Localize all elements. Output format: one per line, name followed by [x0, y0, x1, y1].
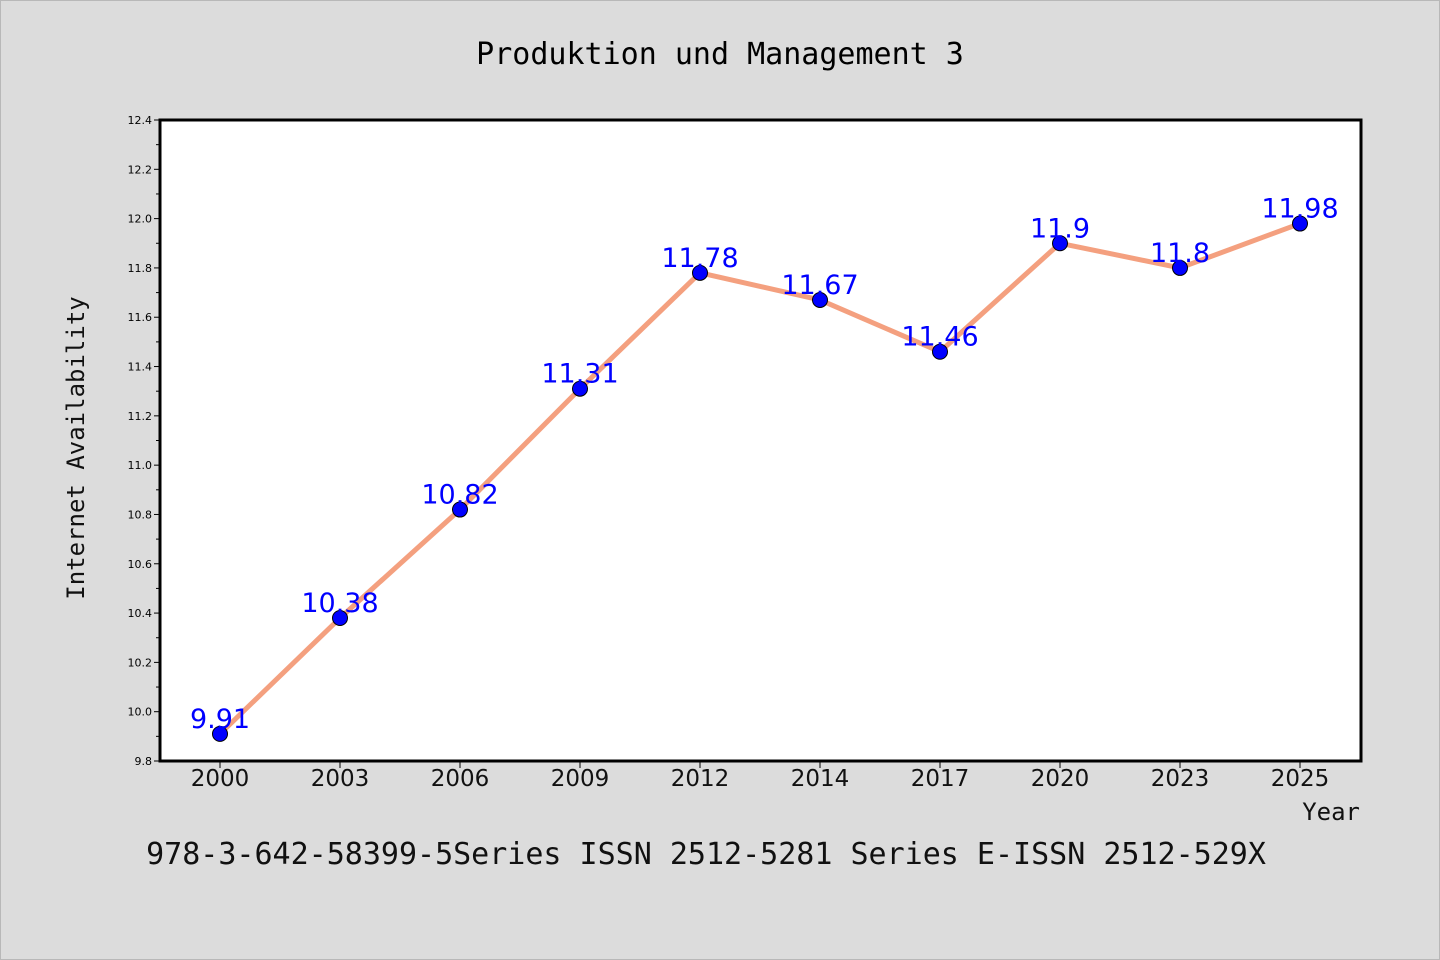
x-tick-label: 2012	[671, 766, 730, 792]
y-tick-label: 11.6	[128, 311, 153, 324]
data-point	[1172, 259, 1188, 276]
data-label: 11.67	[781, 270, 858, 301]
data-point	[452, 501, 468, 518]
x-tick-label: 2020	[1031, 766, 1090, 792]
y-tick-label: 10.0	[128, 706, 153, 719]
y-tick-label: 11.0	[128, 459, 153, 472]
x-tick-label: 2014	[791, 766, 850, 792]
y-axis-title: Internet Availability	[62, 296, 90, 599]
y-axis: 9.8 10.0 10.2 10.4 10.6 10.8 11.0 11.2 11.4 11.6 1…	[128, 114, 160, 768]
plot-area	[158, 118, 1363, 763]
chart-title: Produktion und Management 3	[476, 37, 964, 72]
data-point	[932, 343, 948, 360]
data-point	[332, 610, 348, 627]
x-axis-title: Year	[1302, 798, 1360, 826]
y-tick-label: 12.4	[128, 114, 153, 127]
y-tick-label: 10.2	[128, 656, 153, 669]
footer-isbn-issn: 978-3-642-58399-5Series ISSN 2512-5281 S…	[146, 837, 1266, 872]
series-line	[217, 221, 1303, 737]
x-tick-label: 2025	[1271, 766, 1330, 792]
data-point	[692, 264, 708, 281]
y-tick-label: 12.2	[128, 163, 153, 176]
x-tick-label: 2003	[311, 766, 370, 792]
y-tick-label: 10.4	[128, 607, 153, 620]
series-layer: 9.91 10.38 10.82 11.31 11.78 11.67 11.46 11.9 11…	[190, 194, 1339, 742]
data-label: 9.91	[190, 704, 250, 735]
data-point	[1292, 215, 1308, 232]
x-tick-label: 2006	[431, 766, 490, 792]
data-label: 10.82	[421, 480, 498, 511]
data-label: 11.9	[1030, 213, 1090, 244]
y-tick-label: 10.8	[128, 508, 153, 521]
data-label: 11.78	[661, 243, 738, 274]
y-tick-label: 11.8	[128, 262, 153, 275]
data-point	[212, 725, 228, 742]
data-label: 11.98	[1261, 194, 1338, 225]
y-tick-label: 11.2	[128, 410, 153, 423]
data-point	[812, 291, 828, 308]
y-tick-label: 12.0	[128, 213, 153, 226]
x-tick-label: 2009	[551, 766, 610, 792]
x-tick-label: 2000	[191, 766, 250, 792]
x-tick-label: 2017	[911, 766, 970, 792]
data-point	[572, 380, 588, 397]
data-label: 11.31	[541, 359, 618, 390]
data-label: 11.46	[901, 322, 978, 353]
y-tick-label: 10.6	[128, 558, 153, 571]
data-label: 11.8	[1150, 238, 1210, 269]
data-point	[1052, 235, 1068, 252]
y-tick-label: 11.4	[128, 361, 153, 374]
x-axis: 2000 2003 2006 2009 2012 2014 2017 2020 2023 2025	[191, 761, 1330, 792]
y-tick-label: 9.8	[135, 755, 153, 768]
x-tick-label: 2023	[1151, 766, 1210, 792]
data-label: 10.38	[301, 588, 378, 619]
